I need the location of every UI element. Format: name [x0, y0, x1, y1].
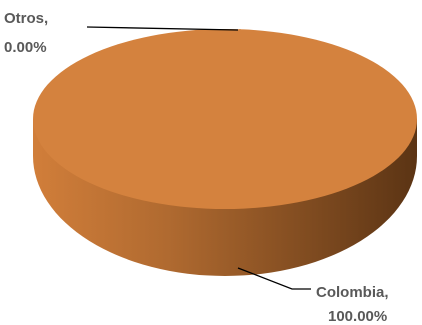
label-otros-value: 0.00%: [4, 39, 47, 56]
leader-line-otros: [86, 26, 239, 31]
label-otros-name: Otros,: [4, 10, 48, 27]
leader-line-colombia: [237, 267, 311, 290]
slice-colombia: [33, 29, 417, 209]
label-colombia-name: Colombia,: [316, 284, 389, 301]
label-colombia-value: 100.00%: [328, 308, 387, 325]
